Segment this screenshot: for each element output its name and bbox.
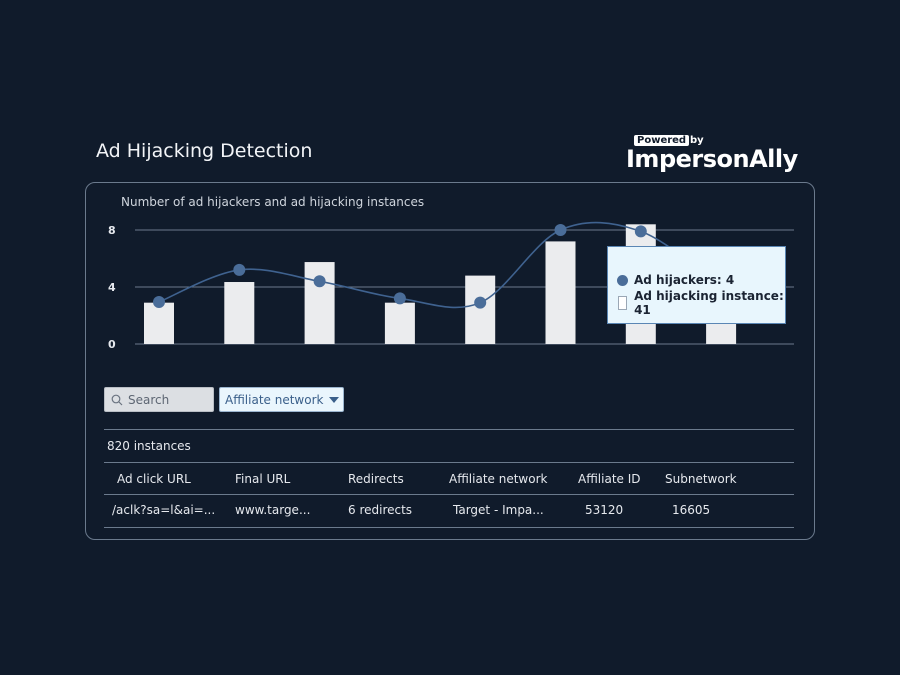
cell-affiliate-id: 53120 <box>585 503 624 517</box>
tooltip-instances: Ad hijacking instance: 41 <box>634 289 784 317</box>
divider <box>104 429 794 430</box>
divider <box>104 462 794 463</box>
hijackers-point <box>313 275 326 288</box>
hijacking-chart: 0 4 8 <box>108 221 794 351</box>
logo-brand: ImpersonAlly <box>626 145 798 173</box>
dropdown-label: Affiliate network <box>225 392 324 407</box>
cell-subnetwork: 16605 <box>672 503 711 517</box>
divider <box>104 527 794 528</box>
search-icon <box>111 394 123 405</box>
page-title: Ad Hijacking Detection <box>96 140 313 162</box>
logo-by: by <box>690 135 704 146</box>
hijackers-point <box>153 295 165 308</box>
header-affiliate-id[interactable]: Affiliate ID <box>578 472 641 486</box>
instance-count: 820 instances <box>107 439 191 453</box>
hijackers-line <box>158 221 722 309</box>
hijackers-legend-dot-icon <box>617 274 628 286</box>
hijackers-point <box>474 296 487 309</box>
bar <box>144 302 174 344</box>
header-ad-click-url[interactable]: Ad click URL <box>117 472 191 486</box>
bar <box>545 241 576 344</box>
chart-title: Number of ad hijackers and ad hijacking … <box>121 195 425 209</box>
hijackers-point <box>634 225 647 238</box>
search-placeholder: Search <box>128 392 170 407</box>
header-affiliate-network[interactable]: Affiliate network <box>449 472 548 486</box>
hijackers-point <box>233 263 246 276</box>
hijackers-point <box>554 224 567 236</box>
y-tick-label: 4 <box>108 281 116 294</box>
detection-card <box>85 182 815 540</box>
bar <box>224 282 255 344</box>
y-tick-label: 8 <box>108 224 116 237</box>
affiliate-network-dropdown[interactable]: Affiliate network <box>219 387 344 412</box>
cell-final-url[interactable]: www.targe... <box>235 503 311 517</box>
hijackers-point <box>393 292 406 305</box>
search-input[interactable]: Search <box>104 387 214 412</box>
cell-redirects: 6 redirects <box>348 503 413 517</box>
cell-ad-click-url[interactable]: /aclk?sa=l&ai=... <box>112 503 216 517</box>
header-redirects[interactable]: Redirects <box>348 472 404 486</box>
tooltip-hijackers: Ad hijackers: 4 <box>634 273 735 287</box>
bar <box>465 275 496 344</box>
bar <box>384 302 415 344</box>
caret-down-icon <box>329 396 340 403</box>
cell-affiliate-network: Target - Impa... <box>453 503 544 517</box>
header-final-url[interactable]: Final URL <box>235 472 291 486</box>
header-subnetwork[interactable]: Subnetwork <box>665 472 737 486</box>
instances-legend-square-icon <box>618 296 628 310</box>
logo-powered: Powered <box>634 135 690 146</box>
impersonally-logo: Powered by ImpersonAlly <box>626 135 808 175</box>
y-tick-label: 0 <box>108 338 116 351</box>
bar <box>304 262 335 344</box>
divider <box>104 494 794 495</box>
chart-tooltip: Ad hijackers: 4 Ad hijacking instance: 4… <box>607 246 786 324</box>
